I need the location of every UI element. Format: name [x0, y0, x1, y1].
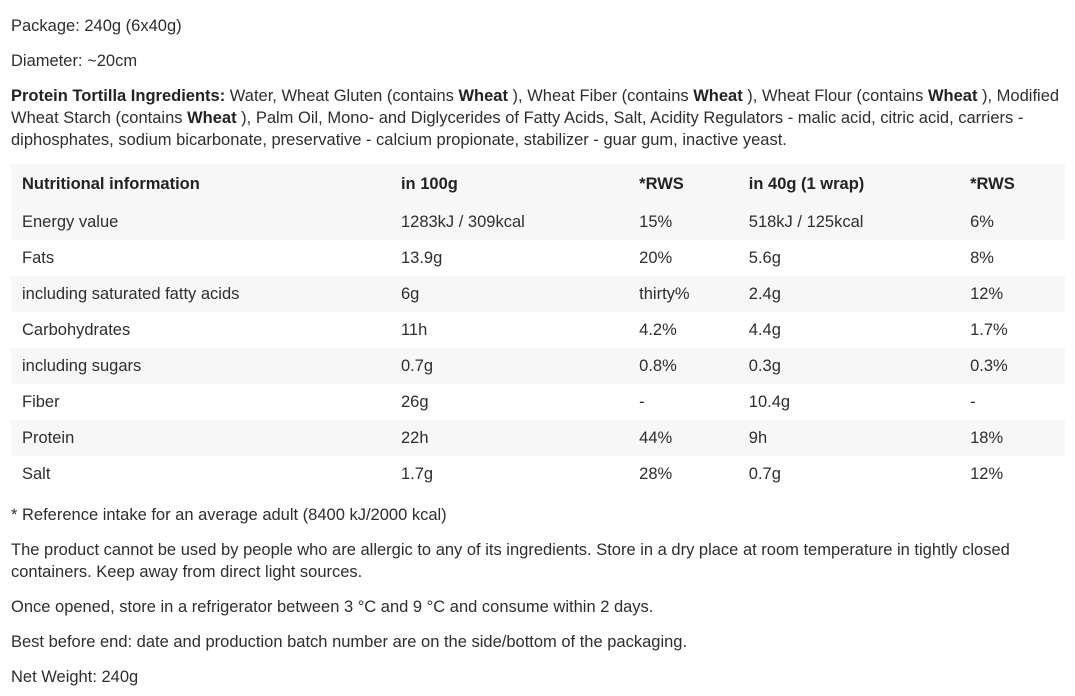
- table-cell: 10.4g: [748, 393, 791, 411]
- table-cell: including saturated fatty acids: [22, 285, 240, 303]
- table-cell: thirty%: [639, 285, 690, 303]
- table-cell: 44%: [639, 429, 673, 447]
- table-cell: Protein: [22, 429, 75, 447]
- ingredients-text-segment: ), Palm Oil, Mono- and Diglycerides of F…: [11, 109, 1024, 149]
- table-cell: 0.7g: [748, 465, 781, 483]
- package-line: Package: 240g (6x40g): [11, 17, 182, 35]
- ingredients-bold-segment: Wheat: [693, 87, 743, 105]
- table-cell: 22h: [400, 429, 429, 447]
- table-cell: 12%: [970, 285, 1004, 303]
- ingredients-text-segment: ), Modified Wheat Starch (contains: [11, 87, 1060, 127]
- table-cell: 12%: [970, 465, 1004, 483]
- table-row: including saturated fatty acids 6g thirty%…: [11, 276, 1065, 312]
- table-cell: 13.9g: [400, 249, 443, 267]
- net-weight-line: Net Weight: 240g: [11, 668, 139, 686]
- ingredients-bold-segment: Wheat: [927, 87, 978, 105]
- table-cell: Salt: [22, 465, 51, 483]
- table-cell: 1283kJ / 309kcal: [400, 213, 525, 231]
- table-row: Salt 1.7g 28% 0.7g 12%: [11, 456, 1065, 492]
- ingredients-text-segment: ), Wheat Flour (contains: [742, 87, 928, 105]
- nutrition-table-header: Nutritional information in 100g *RWS in 40g…: [11, 164, 1065, 204]
- table-row: Energy value 1283kJ / 309kcal 15% 518kJ / 1…: [11, 204, 1065, 240]
- table-header-row: Nutritional information in 100g *RWS in 40g…: [11, 164, 1065, 204]
- table-cell: Fats: [22, 249, 55, 267]
- table-cell: 9h: [748, 429, 768, 447]
- nutrition-table: Nutritional information in 100g *RWS in 40g…: [11, 164, 1065, 492]
- table-cell: Carbohydrates: [22, 321, 131, 339]
- nutrition-table-body: Energy value 1283kJ / 309kcal 15% 518kJ / 1…: [11, 204, 1065, 492]
- ingredients-bold-segment: Wheat: [458, 87, 508, 105]
- table-cell: 0.3g: [748, 357, 781, 375]
- table-cell: -: [639, 393, 645, 411]
- opened-storage-note: Once opened, store in a refrigerator bet…: [11, 598, 654, 616]
- table-cell: Energy value: [22, 213, 119, 231]
- ingredients-bold-segment: Protein Tortilla Ingredients:: [11, 87, 226, 105]
- table-cell: 20%: [639, 249, 673, 267]
- table-cell: 26g: [400, 393, 429, 411]
- table-cell: 28%: [639, 465, 673, 483]
- table-header-cell: *RWS: [639, 175, 684, 193]
- reference-intake-note: * Reference intake for an average adult …: [11, 506, 447, 524]
- table-row: Protein 22h 44% 9h 18%: [11, 420, 1065, 456]
- table-cell: 0.3%: [970, 357, 1008, 375]
- table-cell: 2.4g: [748, 285, 781, 303]
- table-cell: 15%: [639, 213, 673, 231]
- ingredients-text-segment: ), Wheat Fiber (contains: [507, 87, 694, 105]
- table-cell: including sugars: [22, 357, 142, 375]
- table-row: Carbohydrates 11h 4.2% 4.4g 1.7%: [11, 312, 1065, 348]
- table-cell: Fiber: [22, 393, 60, 411]
- table-row: Fiber 26g - 10.4g -: [11, 384, 1065, 420]
- table-row: including sugars 0.7g 0.8% 0.3g 0.3%: [11, 348, 1065, 384]
- table-cell: 6%: [970, 213, 994, 231]
- table-cell: 18%: [970, 429, 1004, 447]
- table-header-cell: Nutritional information: [22, 175, 200, 193]
- ingredients-text-segment: Water, Wheat Gluten (contains: [225, 87, 459, 105]
- allergy-storage-note: The product cannot be used by people who…: [11, 541, 1010, 581]
- table-cell: 0.8%: [639, 357, 677, 375]
- ingredients-bold-segment: Wheat: [187, 109, 237, 127]
- table-cell: 8%: [970, 249, 994, 267]
- best-before-note: Best before end: date and production bat…: [11, 633, 688, 651]
- table-header-cell: in 100g: [400, 175, 458, 193]
- table-cell: 4.2%: [639, 321, 677, 339]
- table-cell: 1.7g: [400, 465, 434, 483]
- table-cell: 1.7%: [970, 321, 1008, 339]
- table-cell: 4.4g: [748, 321, 781, 339]
- table-cell: 0.7g: [400, 357, 434, 375]
- table-cell: -: [970, 393, 976, 411]
- table-cell: 6g: [400, 285, 420, 303]
- diameter-line: Diameter: ~20cm: [11, 52, 138, 70]
- table-cell: 11h: [400, 321, 428, 339]
- ingredients-paragraph: Protein Tortilla Ingredients: Water, Whe…: [11, 85, 1065, 151]
- table-header-cell: in 40g (1 wrap): [748, 175, 865, 193]
- table-cell: 5.6g: [748, 249, 781, 267]
- table-cell: 518kJ / 125kcal: [748, 213, 864, 231]
- table-header-cell: *RWS: [970, 175, 1015, 193]
- table-row: Fats 13.9g 20% 5.6g 8%: [11, 240, 1065, 276]
